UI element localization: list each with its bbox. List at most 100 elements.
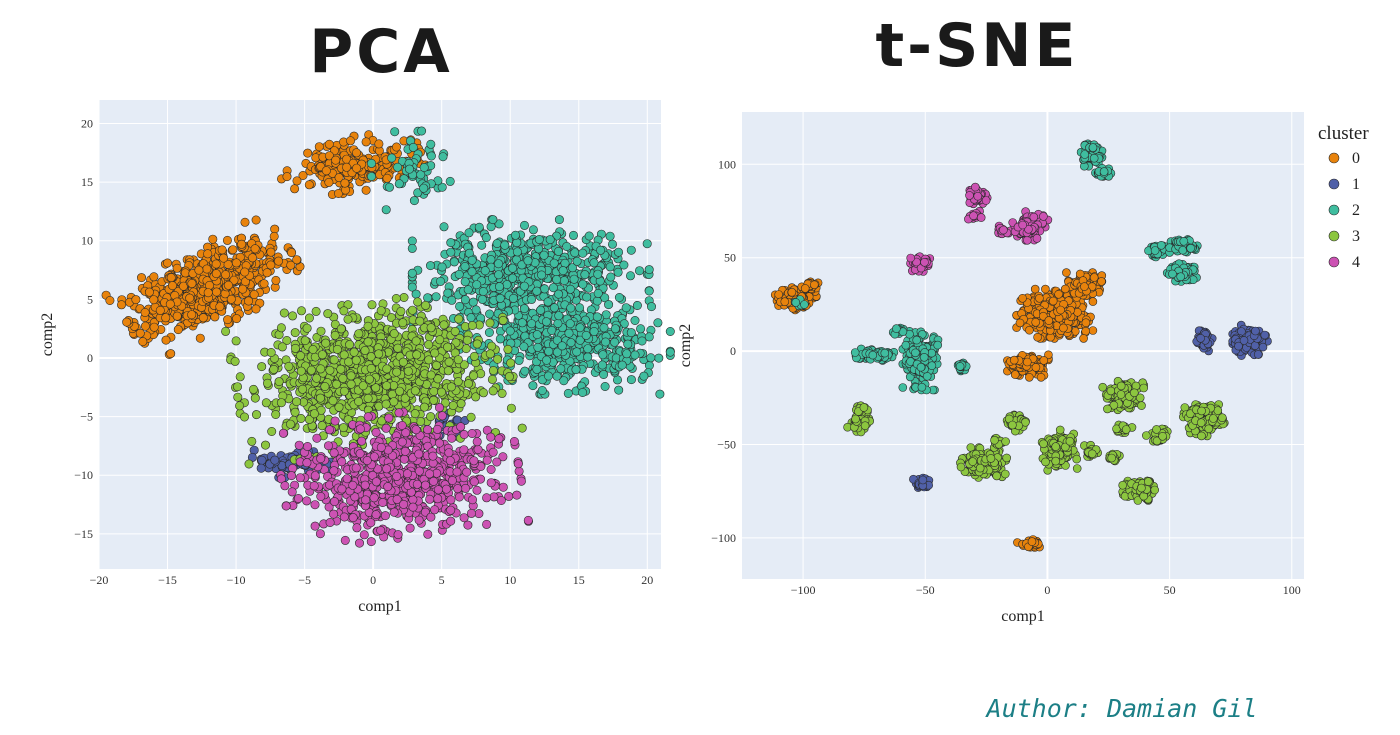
point xyxy=(198,313,208,323)
point xyxy=(601,337,611,347)
point xyxy=(233,382,243,392)
point xyxy=(1039,356,1049,365)
point xyxy=(509,436,519,446)
point xyxy=(215,302,225,312)
point xyxy=(359,530,369,540)
point xyxy=(399,454,409,464)
point xyxy=(460,261,470,271)
point xyxy=(481,233,491,243)
point xyxy=(172,263,182,273)
point xyxy=(339,386,349,396)
point xyxy=(393,343,403,353)
point xyxy=(1009,355,1019,365)
point xyxy=(1035,293,1044,303)
tsne-plot-area[interactable] xyxy=(742,112,1304,579)
point xyxy=(575,303,585,313)
point xyxy=(626,375,636,385)
point xyxy=(415,316,425,326)
point xyxy=(496,495,506,505)
point xyxy=(403,366,413,376)
point xyxy=(593,269,603,279)
point xyxy=(467,267,477,277)
point xyxy=(426,151,436,161)
point xyxy=(541,317,551,327)
point xyxy=(513,459,523,469)
point xyxy=(144,287,154,297)
point xyxy=(235,372,245,382)
point xyxy=(312,433,322,443)
point xyxy=(459,445,469,455)
point xyxy=(310,500,320,510)
point xyxy=(1088,326,1098,335)
point xyxy=(371,510,381,520)
point xyxy=(281,501,291,511)
point xyxy=(575,323,585,333)
point xyxy=(532,286,542,296)
point xyxy=(488,365,498,375)
point xyxy=(212,287,222,297)
point xyxy=(533,342,543,352)
point xyxy=(250,393,260,403)
point xyxy=(300,336,310,346)
point xyxy=(488,447,498,457)
point xyxy=(572,256,582,266)
point xyxy=(445,456,455,466)
point xyxy=(384,413,394,423)
point xyxy=(471,305,481,315)
point xyxy=(374,349,384,359)
point xyxy=(310,471,320,481)
point xyxy=(578,279,588,289)
point xyxy=(1062,268,1071,277)
point xyxy=(437,411,447,421)
point xyxy=(240,267,250,277)
point xyxy=(355,449,365,459)
point xyxy=(387,153,397,163)
point xyxy=(304,180,314,190)
point xyxy=(1018,293,1027,303)
point xyxy=(361,185,371,195)
point xyxy=(559,376,569,386)
point xyxy=(295,351,305,361)
point xyxy=(393,530,403,540)
point xyxy=(619,260,629,270)
point xyxy=(426,139,436,149)
point xyxy=(221,326,231,336)
point xyxy=(466,508,476,518)
point xyxy=(315,393,325,403)
point xyxy=(382,173,392,183)
point xyxy=(302,496,312,506)
point xyxy=(348,513,358,523)
point xyxy=(578,248,588,258)
point xyxy=(316,454,326,464)
point xyxy=(292,255,302,265)
point xyxy=(394,408,404,418)
pca-ytick-label: 5 xyxy=(87,292,93,306)
point xyxy=(366,518,376,528)
point xyxy=(1036,372,1046,382)
pca-series-0 xyxy=(101,130,430,359)
point xyxy=(646,353,656,363)
point xyxy=(448,400,458,410)
point xyxy=(105,295,115,305)
point xyxy=(665,326,675,336)
point xyxy=(394,179,404,189)
point xyxy=(527,319,537,329)
point xyxy=(426,412,436,422)
point xyxy=(447,433,457,443)
point xyxy=(240,217,250,227)
point xyxy=(431,360,441,370)
point xyxy=(446,495,456,505)
point xyxy=(203,249,213,259)
pca-yaxis-label: comp2 xyxy=(39,313,56,357)
point xyxy=(411,336,421,346)
point xyxy=(351,355,361,365)
point xyxy=(363,393,373,403)
pca-title: PCA xyxy=(309,17,452,87)
point xyxy=(410,409,420,419)
point xyxy=(460,277,470,287)
point xyxy=(607,239,617,249)
point xyxy=(138,337,148,347)
point xyxy=(1061,284,1070,294)
point xyxy=(446,382,456,392)
point xyxy=(527,294,537,304)
